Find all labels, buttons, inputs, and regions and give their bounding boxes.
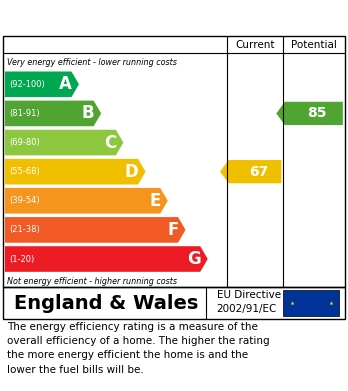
Text: EU Directive
2002/91/EC: EU Directive 2002/91/EC: [216, 291, 281, 314]
Text: (39-54): (39-54): [9, 196, 40, 205]
Text: E: E: [150, 192, 161, 210]
Text: England & Wales: England & Wales: [14, 294, 198, 312]
Text: D: D: [125, 163, 139, 181]
Text: (1-20): (1-20): [9, 255, 34, 264]
Bar: [283, 290, 339, 316]
Polygon shape: [5, 72, 79, 97]
Polygon shape: [5, 159, 145, 185]
Text: (69-80): (69-80): [9, 138, 40, 147]
Polygon shape: [5, 130, 123, 155]
Text: (21-38): (21-38): [9, 225, 40, 234]
Text: A: A: [59, 75, 72, 93]
Polygon shape: [5, 100, 101, 126]
Polygon shape: [5, 246, 208, 272]
Text: 67: 67: [249, 165, 268, 179]
Text: F: F: [167, 221, 179, 239]
Text: Current: Current: [235, 40, 275, 50]
Text: B: B: [82, 104, 94, 122]
Text: (92-100): (92-100): [9, 80, 45, 89]
Text: (55-68): (55-68): [9, 167, 40, 176]
Text: The energy efficiency rating is a measure of the
overall efficiency of a home. T: The energy efficiency rating is a measur…: [7, 321, 269, 375]
Text: Not energy efficient - higher running costs: Not energy efficient - higher running co…: [7, 277, 177, 286]
Text: Potential: Potential: [291, 40, 337, 50]
Text: Energy Efficiency Rating: Energy Efficiency Rating: [14, 9, 243, 27]
Text: G: G: [187, 250, 201, 268]
Polygon shape: [276, 102, 343, 125]
Polygon shape: [220, 160, 282, 183]
Text: C: C: [104, 134, 117, 152]
Polygon shape: [5, 217, 185, 243]
Text: Very energy efficient - lower running costs: Very energy efficient - lower running co…: [7, 58, 177, 67]
Polygon shape: [5, 188, 168, 213]
Text: 85: 85: [308, 106, 327, 120]
Text: (81-91): (81-91): [9, 109, 40, 118]
